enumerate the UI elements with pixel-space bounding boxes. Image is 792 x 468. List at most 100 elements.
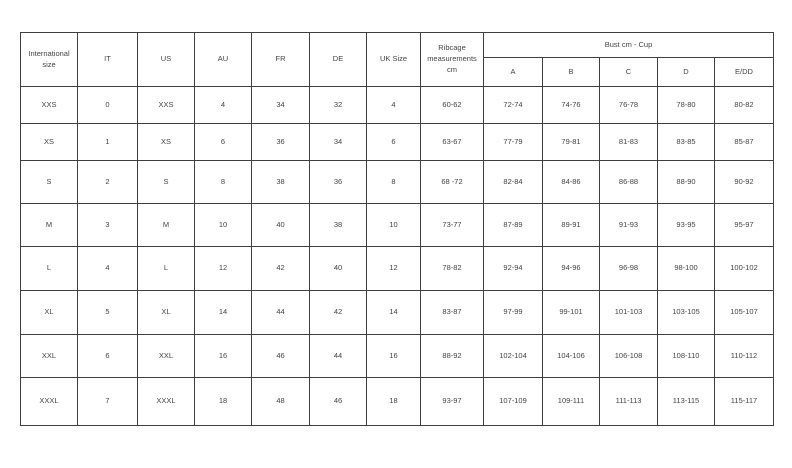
table-cell: 93-95 (657, 203, 715, 247)
table-cell: 93-97 (420, 377, 484, 426)
table-cell: 32 (309, 86, 367, 124)
table-row: M 3 M 10 40 38 10 73-77 87-89 89-91 91-93 93-95 95-9… (20, 203, 775, 247)
table-cell: 18 (194, 377, 252, 426)
table-cell: 4 (366, 86, 421, 124)
table-cell: 42 (309, 290, 367, 335)
table-cell: XS (20, 123, 78, 161)
header-it: IT (77, 32, 138, 87)
table-row: XXS 0 XXS 4 34 32 4 60-62 72-74 74-76 76-78 78-80 80… (20, 86, 775, 124)
table-cell: XXS (137, 86, 195, 124)
table-cell: 86-88 (599, 160, 658, 204)
table-cell: 91-93 (599, 203, 658, 247)
header-ribcage: Ribcage measurements cm (420, 32, 484, 87)
table-row: XXXL 7 XXXL 18 48 46 18 93-97 107-109 109-111 111-… (20, 377, 775, 426)
table-cell: 7 (77, 377, 138, 426)
table-cell: 34 (251, 86, 310, 124)
table-cell: 48 (251, 377, 310, 426)
table-cell: 34 (309, 123, 367, 161)
table-row: S 2 S 8 38 36 8 68 -72 82-84 84-86 86-88 88-90 90-92 (20, 160, 775, 204)
table-cell: 111-113 (599, 377, 658, 426)
table-row: XL 5 XL 14 44 42 14 83-87 97-99 99-101 101-103 103-… (20, 290, 775, 335)
table-cell: 77-79 (483, 123, 543, 161)
table-cell: L (137, 246, 195, 291)
table-row: L 4 L 12 42 40 12 78-82 92-94 94-96 96-98 98-100 100… (20, 246, 775, 291)
table-cell: XXXL (137, 377, 195, 426)
header-cup-c: C (599, 57, 658, 87)
header-fr: FR (251, 32, 310, 87)
header-cup-edd: E/DD (713, 57, 775, 87)
table-cell: 106-108 (599, 334, 658, 378)
table-cell: 14 (194, 290, 252, 335)
table-cell: 72-74 (483, 86, 543, 124)
table-cell: 10 (194, 203, 252, 247)
table-row: XS 1 XS 6 36 34 6 63-67 77-79 79-81 81-83 83-85 85-8… (20, 123, 775, 161)
table-cell: 12 (194, 246, 252, 291)
table-cell: 36 (251, 123, 310, 161)
table-cell: 3 (77, 203, 138, 247)
table-cell: 82-84 (483, 160, 543, 204)
table-cell: XL (20, 290, 78, 335)
table-cell: 101-103 (599, 290, 658, 335)
table-cell: 100-102 (713, 246, 775, 291)
table-cell: 92-94 (483, 246, 543, 291)
table-cell: 85-87 (713, 123, 775, 161)
table-cell: 14 (366, 290, 421, 335)
table-cell: 8 (366, 160, 421, 204)
table-cell: 46 (309, 377, 367, 426)
table-cell: 73-77 (420, 203, 484, 247)
table-cell: 113-115 (657, 377, 715, 426)
table-cell: 36 (309, 160, 367, 204)
table-header: International size IT US AU FR DE UK Siz… (20, 32, 775, 87)
table-cell: 94-96 (542, 246, 600, 291)
table-cell: 110-112 (713, 334, 775, 378)
table-cell: 63-67 (420, 123, 484, 161)
header-bust-cup-group: Bust cm - Cup (482, 32, 775, 58)
header-us: US (137, 32, 195, 87)
table-cell: 96-98 (599, 246, 658, 291)
table-cell: 0 (77, 86, 138, 124)
table-cell: 109-111 (542, 377, 600, 426)
table-cell: 80-82 (713, 86, 775, 124)
table-cell: 90-92 (713, 160, 775, 204)
header-de: DE (309, 32, 367, 87)
table-cell: 6 (194, 123, 252, 161)
table-cell: 6 (77, 334, 138, 378)
table-cell: 79-81 (542, 123, 600, 161)
table-cell: 38 (309, 203, 367, 247)
table-cell: 16 (194, 334, 252, 378)
table-cell: XXS (20, 86, 78, 124)
table-cell: 115-117 (713, 377, 775, 426)
table-cell: 5 (77, 290, 138, 335)
header-uk-size: UK Size (366, 32, 421, 87)
table-cell: 95-97 (713, 203, 775, 247)
size-conversion-table: International size IT US AU FR DE UK Siz… (20, 32, 775, 426)
table-cell: 84-86 (542, 160, 600, 204)
table-cell: 42 (251, 246, 310, 291)
table-cell: 4 (194, 86, 252, 124)
table-cell: 12 (366, 246, 421, 291)
table-cell: 68 -72 (420, 160, 484, 204)
table-cell: 1 (77, 123, 138, 161)
table-cell: XXXL (20, 377, 78, 426)
table-cell: 60-62 (420, 86, 484, 124)
table-cell: 8 (194, 160, 252, 204)
table-cell: 87-89 (483, 203, 543, 247)
table-cell: 89-91 (542, 203, 600, 247)
size-table-body: XXS 0 XXS 4 34 32 4 60-62 72-74 74-76 76-78 78-80 80… (20, 86, 775, 426)
table-cell: 18 (366, 377, 421, 426)
table-cell: XS (137, 123, 195, 161)
table-cell: 78-82 (420, 246, 484, 291)
table-cell: 103-105 (657, 290, 715, 335)
header-international-size: International size (20, 32, 78, 87)
table-cell: 40 (251, 203, 310, 247)
header-row-top: International size IT US AU FR DE UK Siz… (20, 32, 775, 87)
table-cell: L (20, 246, 78, 291)
table-cell: 99-101 (542, 290, 600, 335)
table-cell: 102-104 (483, 334, 543, 378)
header-cup-b: B (542, 57, 600, 87)
table-cell: XXL (20, 334, 78, 378)
header-cup-a: A (483, 57, 543, 87)
table-cell: M (20, 203, 78, 247)
table-cell: 105-107 (713, 290, 775, 335)
